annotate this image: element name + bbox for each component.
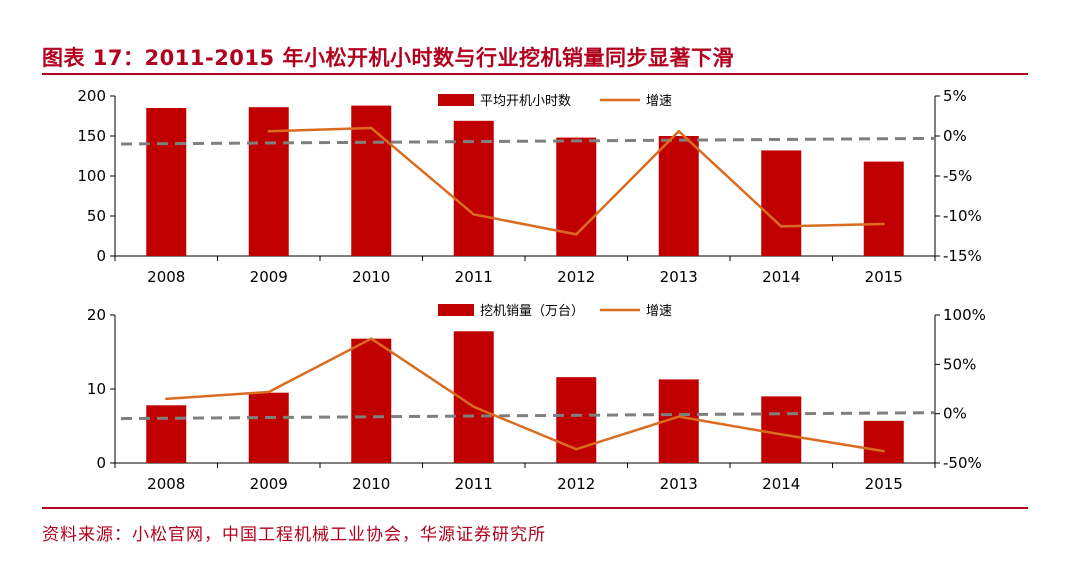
- left-axis-tick-label: 150: [77, 127, 106, 145]
- x-axis-tick-label: 2010: [352, 268, 390, 286]
- x-axis-tick-label: 2008: [147, 268, 185, 286]
- right-axis-tick-label: 5%: [943, 87, 967, 105]
- left-axis-tick-label: 100: [77, 167, 106, 185]
- growth-point-2013: [677, 415, 680, 418]
- right-axis-tick-label: 100%: [943, 306, 986, 324]
- growth-point-2009: [267, 130, 270, 133]
- bar-2011: [453, 120, 494, 256]
- left-axis-tick-label: 200: [77, 87, 106, 105]
- growth-point-2010: [370, 126, 373, 130]
- growth-point-2009: [267, 390, 270, 394]
- left-axis-tick-label: 50: [87, 207, 106, 225]
- bar-2010: [351, 338, 392, 463]
- left-axis-tick-label: 10: [87, 380, 106, 398]
- x-axis-tick-label: 2009: [250, 475, 288, 493]
- right-axis-tick-label: 0%: [943, 127, 967, 145]
- bar-2015: [863, 420, 904, 463]
- bar-2015: [863, 161, 904, 256]
- source-divider: [42, 507, 1028, 509]
- bar-2013: [658, 136, 699, 256]
- growth-point-2015: [882, 222, 885, 226]
- legend-line-label: 增速: [646, 304, 672, 319]
- growth-point-2010: [370, 337, 373, 340]
- dashed-trend-line: [120, 136, 936, 146]
- x-axis-tick-label: 2010: [352, 475, 390, 493]
- x-axis-tick-label: 2011: [455, 475, 493, 493]
- bar-2008: [146, 405, 187, 463]
- legend-bar-label: 挖机销量（万台）: [480, 304, 584, 319]
- chart-bottom-excavator-sales: 0 10 20 -50% 0% 50% 100% 2008 2009 2010 2011 2012 20…: [87, 304, 986, 493]
- right-axis-tick-label: -50%: [943, 454, 982, 472]
- x-axis-tick-label: 2013: [660, 268, 698, 286]
- source-note: 资料来源：小松官网，中国工程机械工业协会，华源证券研究所: [42, 525, 546, 545]
- growth-point-2012: [575, 233, 578, 236]
- legend-bar-label: 平均开机小时数: [480, 94, 571, 109]
- legend-bar-swatch: [438, 304, 474, 316]
- growth-point-2014: [780, 433, 783, 436]
- bar-2008: [146, 108, 187, 256]
- x-axis-tick-label: 2009: [250, 268, 288, 286]
- x-axis-tick-label: 2015: [865, 268, 903, 286]
- growth-point-2014: [780, 225, 783, 228]
- figure-title: 图表 17：2011-2015 年小松开机小时数与行业挖机销量同步显著下滑: [42, 46, 734, 70]
- right-axis-tick-label: -10%: [943, 207, 982, 225]
- left-axis-tick-label: 20: [87, 306, 106, 324]
- right-axis-tick-label: 0%: [943, 405, 967, 423]
- x-axis-tick-label: 2013: [660, 475, 698, 493]
- growth-point-2011: [472, 213, 475, 216]
- x-axis-tick-label: 2014: [762, 475, 800, 493]
- x-axis-tick-label: 2011: [455, 268, 493, 286]
- growth-point-2008: [165, 397, 168, 401]
- left-axis-tick-label: 0: [96, 454, 106, 472]
- bar-2014: [761, 396, 802, 463]
- growth-point-2012: [575, 447, 578, 451]
- bar-2009: [248, 392, 289, 463]
- bar-2010: [351, 105, 392, 256]
- x-axis-tick-label: 2012: [557, 268, 595, 286]
- right-axis-tick-label: -5%: [943, 167, 972, 185]
- bar-2012: [556, 137, 597, 256]
- legend-bar-swatch: [438, 94, 474, 106]
- x-axis-tick-label: 2014: [762, 268, 800, 286]
- title-divider: [42, 73, 1028, 75]
- dashed-trend-line: [120, 411, 936, 421]
- growth-point-2011: [472, 405, 475, 408]
- right-axis-tick-label: 50%: [943, 355, 976, 373]
- left-axis-tick-label: 0: [96, 247, 106, 265]
- right-axis-tick-label: -15%: [943, 247, 982, 265]
- growth-point-2013: [677, 130, 680, 133]
- chart-top-operating-hours: 0 50 100 150 200 -15% -10% -5% 0% 5% 2008 2009 2010 2…: [77, 87, 982, 286]
- legend-line-label: 增速: [646, 94, 672, 109]
- bar-2014: [761, 150, 802, 256]
- growth-line-series: [166, 337, 884, 453]
- x-axis-tick-label: 2015: [865, 475, 903, 493]
- growth-point-2015: [882, 449, 885, 453]
- x-axis-tick-label: 2008: [147, 475, 185, 493]
- x-axis-tick-label: 2012: [557, 475, 595, 493]
